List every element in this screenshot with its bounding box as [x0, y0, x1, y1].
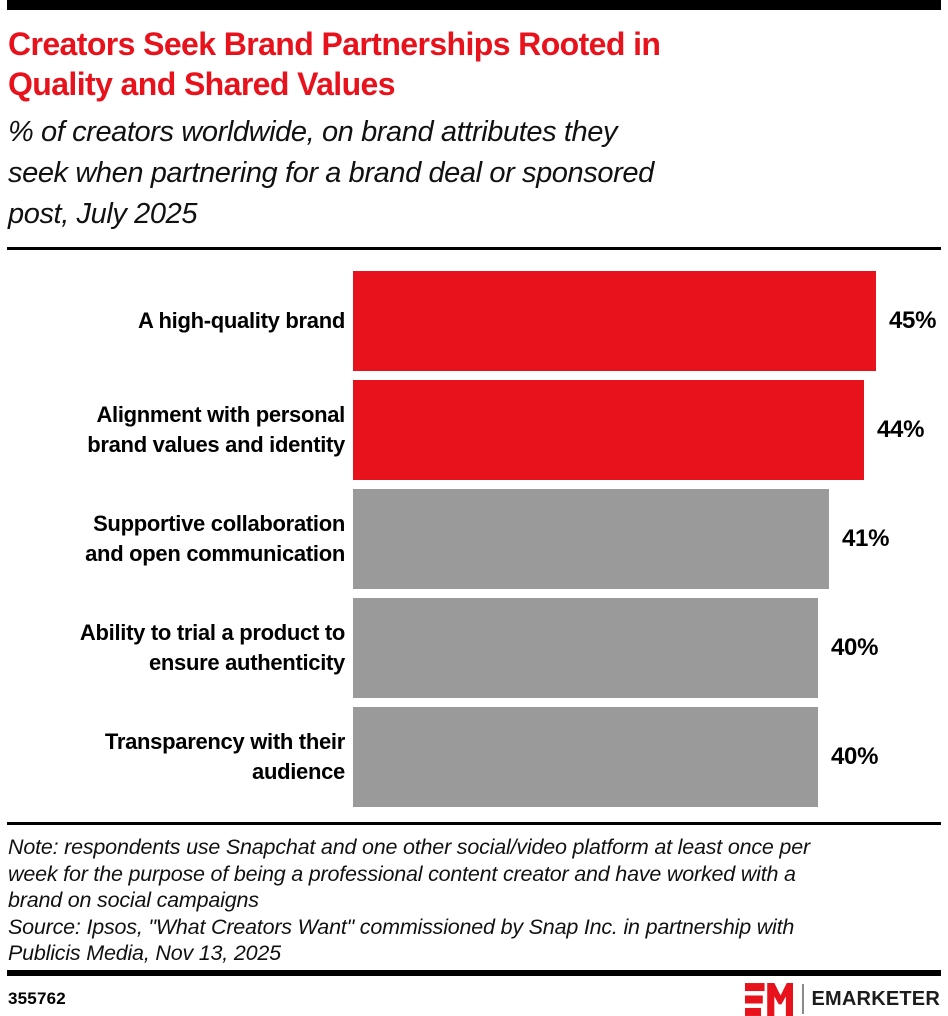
value-label: 41% — [842, 525, 890, 552]
chart-header: Creators Seek Brand Partnerships Rooted … — [0, 10, 948, 235]
bar-row: Ability to trial a product to ensure auth… — [0, 598, 948, 698]
footer-accent-bar — [7, 969, 941, 976]
chart-title: Creators Seek Brand Partnerships Rooted … — [8, 26, 661, 102]
bar-row: Transparency with their audience 40% — [0, 707, 948, 807]
chart-id: 355762 — [8, 989, 66, 1008]
bar — [353, 598, 818, 698]
top-accent-bar — [7, 0, 941, 10]
bar-track: 45% — [353, 271, 948, 371]
value-label: 44% — [877, 416, 925, 443]
bar — [353, 380, 864, 480]
bar-track: 40% — [353, 707, 948, 807]
chart-notes: Note: respondents use Snapchat and one o… — [8, 834, 940, 967]
bar-chart: A high-quality brand 45% Alignment with pe… — [0, 271, 948, 807]
category-label: A high-quality brand — [137, 308, 345, 333]
chart-divider — [7, 822, 941, 825]
category-label: Supportive collaboration and open communi… — [85, 511, 345, 566]
bar-track: 40% — [353, 598, 948, 698]
value-label: 40% — [831, 634, 879, 661]
value-label: 45% — [889, 307, 937, 334]
value-label: 40% — [831, 743, 879, 770]
header-divider — [7, 247, 941, 250]
category-label: Transparency with their audience — [104, 729, 345, 784]
bar — [353, 271, 876, 371]
emarketer-wordmark: EMARKETER — [811, 987, 940, 1010]
chart-subtitle: % of creators worldwide, on brand attrib… — [8, 116, 654, 230]
emarketer-em-icon — [744, 982, 793, 1016]
note-text: Note: respondents use Snapchat and one o… — [8, 835, 810, 912]
bar-track: 44% — [353, 380, 948, 480]
chart-footer: 355762 EMARKETER — [0, 976, 948, 1016]
bar-row: A high-quality brand 45% — [0, 271, 948, 371]
logo-divider — [801, 984, 804, 1014]
bar — [353, 707, 818, 807]
category-label: Ability to trial a product to ensure auth… — [79, 620, 345, 675]
emarketer-logo: EMARKETER — [744, 982, 940, 1016]
source-text: Source: Ipsos, "What Creators Want" comm… — [8, 914, 795, 966]
bar-track: 41% — [353, 489, 948, 589]
bar-row: Alignment with personal brand values and … — [0, 380, 948, 480]
bar — [353, 489, 829, 589]
category-label: Alignment with personal brand values and … — [87, 402, 345, 457]
bar-row: Supportive collaboration and open communi… — [0, 489, 948, 589]
